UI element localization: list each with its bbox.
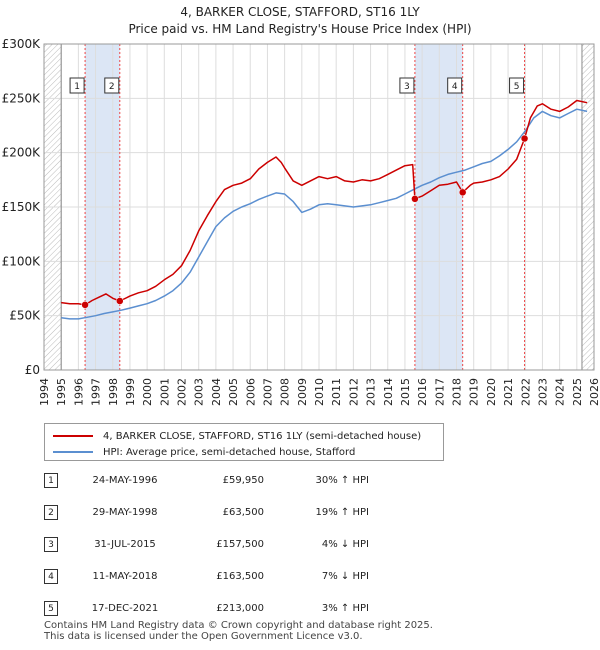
x-tick-label: 2009 xyxy=(296,378,309,406)
transaction-price: £59,950 xyxy=(222,475,264,486)
marker-box xyxy=(509,77,525,94)
table-row: 1 24-MAY-1996 £59,950 30% ↑ HPI xyxy=(44,473,444,489)
y-tick-label: £100K xyxy=(2,254,42,268)
transaction-hpi: 4% ↓ HPI xyxy=(321,539,369,550)
x-tick-label: 2021 xyxy=(502,378,515,406)
sale-point xyxy=(458,188,467,197)
x-tick-label: 2017 xyxy=(433,378,446,406)
transaction-date: 29-MAY-1998 xyxy=(92,507,158,518)
x-tick-label: 1996 xyxy=(72,378,85,406)
x-tick-label: 2026 xyxy=(588,378,600,406)
table-row: 2 29-MAY-1998 £63,500 19% ↑ HPI xyxy=(44,505,444,521)
marker-number: 1 xyxy=(74,82,80,92)
x-tick-label: 2023 xyxy=(536,378,549,406)
x-tick-label: 2025 xyxy=(571,378,584,406)
chart-title-line1: 4, BARKER CLOSE, STAFFORD, ST16 1LY xyxy=(180,5,420,19)
x-tick-label: 2011 xyxy=(330,378,343,406)
y-tick-label: £300K xyxy=(2,37,42,51)
marker-number: 4 xyxy=(452,82,458,92)
x-tick-label: 2005 xyxy=(227,378,240,406)
transaction-number: 5 xyxy=(44,601,58,616)
x-tick-label: 2018 xyxy=(451,378,464,406)
legend-item-blue: HPI: Average price, semi-detached house,… xyxy=(53,445,355,459)
transaction-price: £157,500 xyxy=(216,539,264,550)
x-tick-label: 1995 xyxy=(55,378,68,406)
transaction-hpi: 7% ↓ HPI xyxy=(321,571,369,582)
marker-box xyxy=(399,77,415,94)
x-tick-label: 1998 xyxy=(107,378,120,406)
sale-point xyxy=(411,195,419,203)
x-tick-label: 2013 xyxy=(365,378,378,406)
x-tick-label: 2003 xyxy=(193,378,206,406)
x-tick-label: 2007 xyxy=(261,378,274,406)
marker-box xyxy=(104,77,120,94)
series-line-red xyxy=(61,99,588,306)
x-tick-label: 2004 xyxy=(210,378,223,406)
x-tick-label: 2024 xyxy=(554,378,567,406)
transaction-price: £63,500 xyxy=(222,507,264,518)
chart-title-line2: Price paid vs. HM Land Registry's House … xyxy=(128,22,472,36)
legend-label-blue: HPI: Average price, semi-detached house,… xyxy=(103,446,356,458)
sale-point xyxy=(116,297,124,305)
legend-swatch-blue xyxy=(53,451,93,453)
marker-number: 2 xyxy=(109,82,115,92)
table-row: 5 17-DEC-2021 £213,000 3% ↑ HPI xyxy=(44,601,444,617)
marker-box xyxy=(69,77,85,94)
legend-swatch-red xyxy=(53,435,93,437)
transaction-number: 2 xyxy=(44,505,58,520)
series-line-blue xyxy=(61,108,588,320)
y-tick-label: £200K xyxy=(2,146,42,160)
transaction-date: 24-MAY-1996 xyxy=(92,475,158,486)
sale-point xyxy=(520,134,529,143)
x-tick-label: 2008 xyxy=(279,378,292,406)
y-tick-label: £150K xyxy=(2,200,42,214)
plot-border xyxy=(43,43,595,371)
transaction-date: 17-DEC-2021 xyxy=(91,603,159,614)
sale-point xyxy=(81,301,89,309)
footer-copyright: Contains HM Land Registry data © Crown c… xyxy=(44,620,433,631)
x-tick-label: 2015 xyxy=(399,378,412,406)
x-tick-label: 2010 xyxy=(313,378,326,406)
transaction-number: 3 xyxy=(44,537,58,552)
x-tick-label: 2002 xyxy=(176,378,189,406)
transaction-price: £163,500 xyxy=(216,571,264,582)
x-tick-label: 2000 xyxy=(141,378,154,406)
transaction-price: £213,000 xyxy=(216,603,264,614)
x-tick-label: 1997 xyxy=(90,378,103,406)
x-tick-label: 2012 xyxy=(347,378,360,406)
transaction-hpi: 3% ↑ HPI xyxy=(321,603,369,614)
legend-item-red: 4, BARKER CLOSE, STAFFORD, ST16 1LY (sem… xyxy=(53,429,421,443)
y-tick-label: £50K xyxy=(9,309,41,323)
transaction-hpi: 30% ↑ HPI xyxy=(315,475,369,486)
table-row: 3 31-JUL-2015 £157,500 4% ↓ HPI xyxy=(44,537,444,553)
transaction-number: 4 xyxy=(44,569,58,584)
marker-number: 3 xyxy=(404,82,410,92)
transaction-date: 31-JUL-2015 xyxy=(94,539,156,550)
price-chart: £0 £50K £100K £150K £200K £250K £300K 1994 1995 1… xyxy=(2,37,600,406)
marker-box xyxy=(447,77,463,94)
legend-label-red: 4, BARKER CLOSE, STAFFORD, ST16 1LY (sem… xyxy=(103,430,422,442)
x-tick-label: 1994 xyxy=(38,378,51,406)
marker-number: 5 xyxy=(514,82,520,92)
x-tick-label: 2019 xyxy=(468,378,481,406)
x-tick-label: 2014 xyxy=(382,378,395,406)
x-tick-label: 2016 xyxy=(416,378,429,406)
x-tick-label: 1999 xyxy=(124,378,137,406)
x-tick-label: 2001 xyxy=(158,378,171,406)
x-tick-label: 2020 xyxy=(485,378,498,406)
chart-legend: 4, BARKER CLOSE, STAFFORD, ST16 1LY (sem… xyxy=(44,423,444,461)
transaction-date: 11-MAY-2018 xyxy=(92,571,158,582)
table-row: 4 11-MAY-2018 £163,500 7% ↓ HPI xyxy=(44,569,444,585)
x-tick-label: 2006 xyxy=(244,378,257,406)
footer-license: This data is licensed under the Open Gov… xyxy=(44,631,363,642)
transaction-hpi: 19% ↑ HPI xyxy=(315,507,369,518)
x-tick-label: 2022 xyxy=(519,378,532,406)
transaction-number: 1 xyxy=(44,473,58,488)
y-tick-label: £0 xyxy=(25,363,40,377)
y-tick-label: £250K xyxy=(2,91,42,105)
